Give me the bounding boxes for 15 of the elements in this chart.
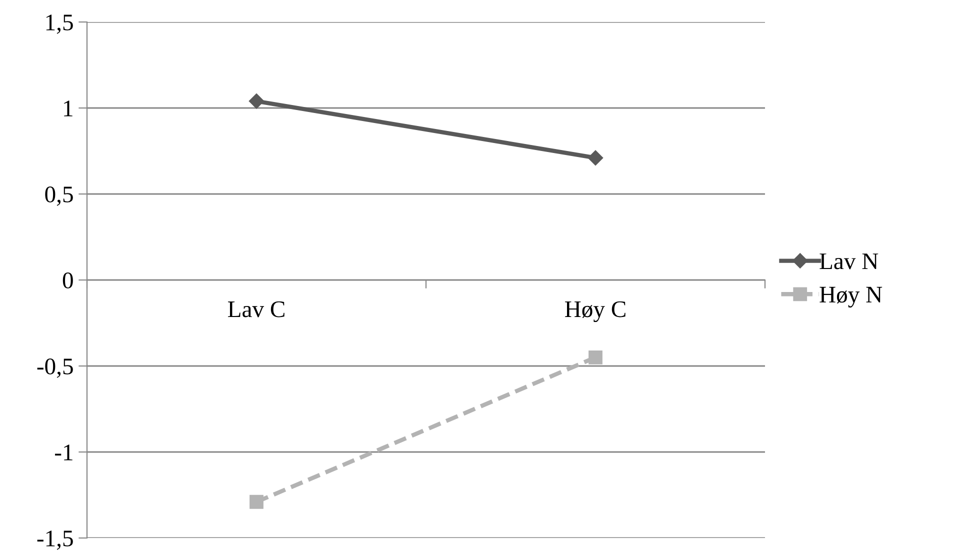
legend-label: Lav N xyxy=(820,254,878,270)
y-tick-label: -0,5 xyxy=(37,358,73,378)
x-tick-label: Høy C xyxy=(565,301,626,322)
point xyxy=(250,494,264,509)
y-tick-label: 1 xyxy=(64,100,72,116)
point xyxy=(248,94,264,109)
legend-label: Høy N xyxy=(820,286,882,308)
x-tick-label: Lav C xyxy=(228,301,284,318)
y-tick-label: -1 xyxy=(55,444,72,460)
y-tick-label: 0 xyxy=(62,272,73,288)
y-tick-label: 0,5 xyxy=(45,186,73,206)
y-tick-label: -1,5 xyxy=(37,530,73,550)
point xyxy=(588,350,602,364)
y-tick-label: 1,5 xyxy=(46,14,73,34)
point xyxy=(588,150,604,166)
